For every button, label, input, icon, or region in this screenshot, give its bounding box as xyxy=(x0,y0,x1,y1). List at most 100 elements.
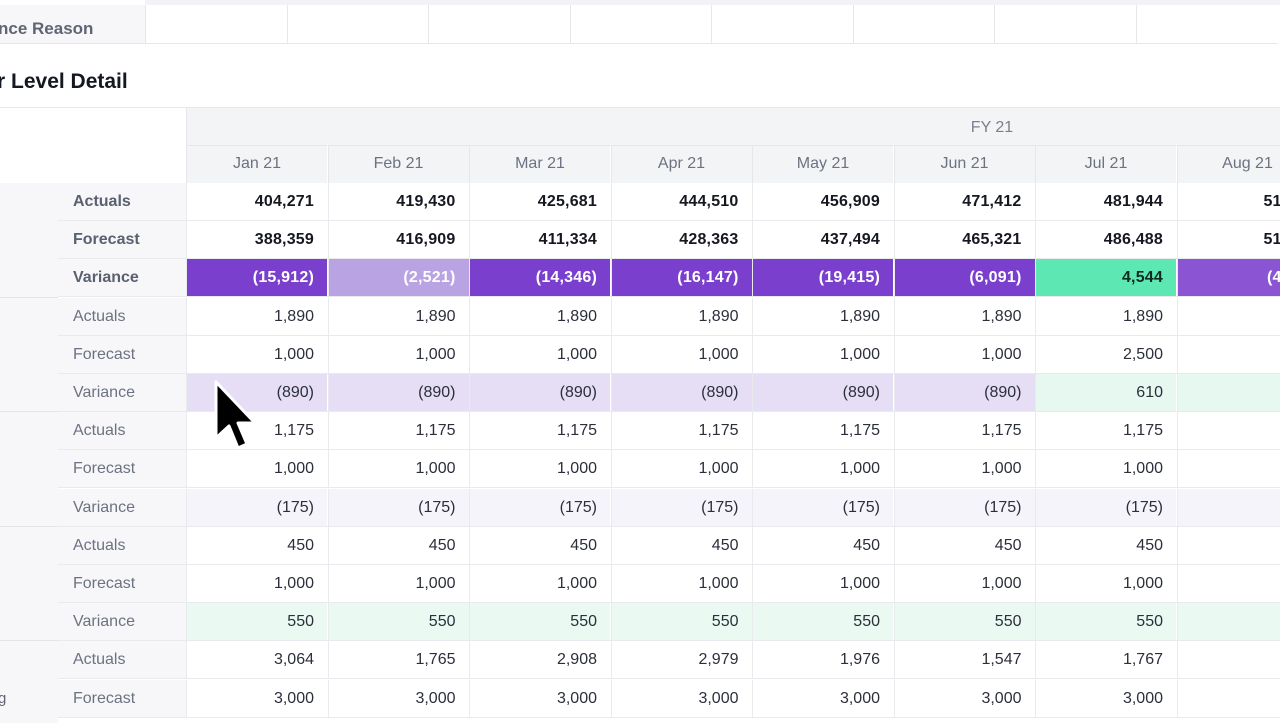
fiscal-year-header[interactable]: FY 21 xyxy=(186,107,1280,146)
value-cell[interactable]: 1,175 xyxy=(328,412,469,449)
value-cell[interactable]: (15,912) xyxy=(186,259,327,296)
value-cell[interactable]: 1,000 xyxy=(328,565,469,602)
value-cell[interactable]: 2,908 xyxy=(469,641,610,678)
value-cell[interactable]: 444,510 xyxy=(611,183,752,220)
value-cell[interactable]: 550 xyxy=(469,603,610,640)
value-cell[interactable]: 1,890 xyxy=(611,298,752,335)
value-cell[interactable]: 550 xyxy=(752,603,893,640)
value-cell[interactable]: 550 xyxy=(328,603,469,640)
value-cell[interactable]: 1,000 xyxy=(611,336,752,373)
value-cell[interactable]: (1 xyxy=(1177,489,1280,526)
value-cell[interactable]: 1,890 xyxy=(1035,298,1176,335)
value-cell[interactable]: 550 xyxy=(894,603,1035,640)
value-cell[interactable]: 1,000 xyxy=(186,565,327,602)
value-cell[interactable]: 4 xyxy=(1177,527,1280,564)
value-cell[interactable]: 428,363 xyxy=(611,221,752,258)
value-cell[interactable]: 419,430 xyxy=(328,183,469,220)
value-cell[interactable]: 1,000 xyxy=(328,336,469,373)
value-cell[interactable]: 1,890 xyxy=(894,298,1035,335)
value-cell[interactable]: (175) xyxy=(1035,489,1176,526)
value-cell[interactable]: 1,000 xyxy=(752,565,893,602)
month-header-4[interactable]: Apr 21 xyxy=(611,145,752,183)
value-cell[interactable]: 1,8 xyxy=(1177,298,1280,335)
previous-row-cell[interactable] xyxy=(287,5,429,44)
value-cell[interactable]: (890) xyxy=(611,374,752,411)
value-cell[interactable]: 404,271 xyxy=(186,183,327,220)
value-cell[interactable]: 1,000 xyxy=(611,450,752,487)
value-cell[interactable]: 411,334 xyxy=(469,221,610,258)
value-cell[interactable]: 1,175 xyxy=(1035,412,1176,449)
value-cell[interactable]: 1,175 xyxy=(752,412,893,449)
value-cell[interactable]: 1,0 xyxy=(1177,450,1280,487)
value-cell[interactable]: (175) xyxy=(894,489,1035,526)
value-cell[interactable]: 3,000 xyxy=(328,680,469,717)
value-cell[interactable]: 550 xyxy=(1035,603,1176,640)
value-cell[interactable]: 1,000 xyxy=(894,336,1035,373)
value-cell[interactable]: 3,000 xyxy=(1035,680,1176,717)
value-cell[interactable]: 481,944 xyxy=(1035,183,1176,220)
month-header-1[interactable]: Jan 21 xyxy=(186,145,327,183)
value-cell[interactable]: (4,72 xyxy=(1177,259,1280,296)
value-cell[interactable]: 5 xyxy=(1177,603,1280,640)
value-cell[interactable]: 2,5 xyxy=(1177,336,1280,373)
value-cell[interactable]: (14,346) xyxy=(469,259,610,296)
value-cell[interactable]: (175) xyxy=(328,489,469,526)
value-cell[interactable]: 1,000 xyxy=(894,450,1035,487)
value-cell[interactable]: 437,494 xyxy=(752,221,893,258)
value-cell[interactable]: 3,000 xyxy=(186,680,327,717)
value-cell[interactable]: (2,521) xyxy=(328,259,469,296)
previous-row-cell[interactable] xyxy=(145,5,287,44)
month-header-2[interactable]: Feb 21 xyxy=(328,145,469,183)
value-cell[interactable]: 3,000 xyxy=(752,680,893,717)
value-cell[interactable]: 450 xyxy=(186,527,327,564)
value-cell[interactable]: (175) xyxy=(469,489,610,526)
value-cell[interactable]: 450 xyxy=(328,527,469,564)
value-cell[interactable]: 486,488 xyxy=(1035,221,1176,258)
value-cell[interactable]: 1,0 xyxy=(1177,565,1280,602)
value-cell[interactable]: 416,909 xyxy=(328,221,469,258)
value-cell[interactable]: 3,000 xyxy=(894,680,1035,717)
value-cell[interactable]: 1,175 xyxy=(894,412,1035,449)
previous-row-cell[interactable] xyxy=(711,5,853,44)
value-cell[interactable]: 1,175 xyxy=(611,412,752,449)
value-cell[interactable]: 1,000 xyxy=(1035,565,1176,602)
value-cell[interactable]: 1,1 xyxy=(1177,412,1280,449)
value-cell[interactable]: (175) xyxy=(752,489,893,526)
value-cell[interactable]: 388,359 xyxy=(186,221,327,258)
value-cell[interactable]: 1,765 xyxy=(328,641,469,678)
month-header-7[interactable]: Jul 21 xyxy=(1035,145,1176,183)
value-cell[interactable]: 1,000 xyxy=(1035,450,1176,487)
value-cell[interactable]: 1,000 xyxy=(611,565,752,602)
value-cell[interactable]: 610 xyxy=(1035,374,1176,411)
month-header-5[interactable]: May 21 xyxy=(752,145,893,183)
month-header-3[interactable]: Mar 21 xyxy=(469,145,610,183)
value-cell[interactable]: 515,2 xyxy=(1177,183,1280,220)
value-cell[interactable]: 1,000 xyxy=(469,336,610,373)
value-cell[interactable]: 450 xyxy=(894,527,1035,564)
value-cell[interactable]: 1,000 xyxy=(186,336,327,373)
value-cell[interactable]: 6 xyxy=(1177,374,1280,411)
value-cell[interactable]: 3,000 xyxy=(611,680,752,717)
previous-row-cell[interactable] xyxy=(570,5,712,44)
value-cell[interactable]: 1,890 xyxy=(328,298,469,335)
previous-row-cell[interactable] xyxy=(853,5,995,44)
value-cell[interactable]: (16,147) xyxy=(611,259,752,296)
month-header-6[interactable]: Jun 21 xyxy=(894,145,1035,183)
value-cell[interactable]: (175) xyxy=(186,489,327,526)
value-cell[interactable]: 2,979 xyxy=(611,641,752,678)
value-cell[interactable]: 1,890 xyxy=(752,298,893,335)
value-cell[interactable]: (890) xyxy=(328,374,469,411)
value-cell[interactable]: 450 xyxy=(752,527,893,564)
value-cell[interactable]: 465,321 xyxy=(894,221,1035,258)
value-cell[interactable]: 550 xyxy=(611,603,752,640)
value-cell[interactable]: 1,890 xyxy=(186,298,327,335)
value-cell[interactable]: 1,000 xyxy=(328,450,469,487)
value-cell[interactable]: 3,0 xyxy=(1177,680,1280,717)
value-cell[interactable]: 1,175 xyxy=(469,412,610,449)
value-cell[interactable]: (890) xyxy=(752,374,893,411)
value-cell[interactable]: 1,000 xyxy=(894,565,1035,602)
value-cell[interactable]: 450 xyxy=(469,527,610,564)
value-cell[interactable]: 1,547 xyxy=(894,641,1035,678)
value-cell[interactable]: 3,000 xyxy=(469,680,610,717)
value-cell[interactable]: (890) xyxy=(894,374,1035,411)
